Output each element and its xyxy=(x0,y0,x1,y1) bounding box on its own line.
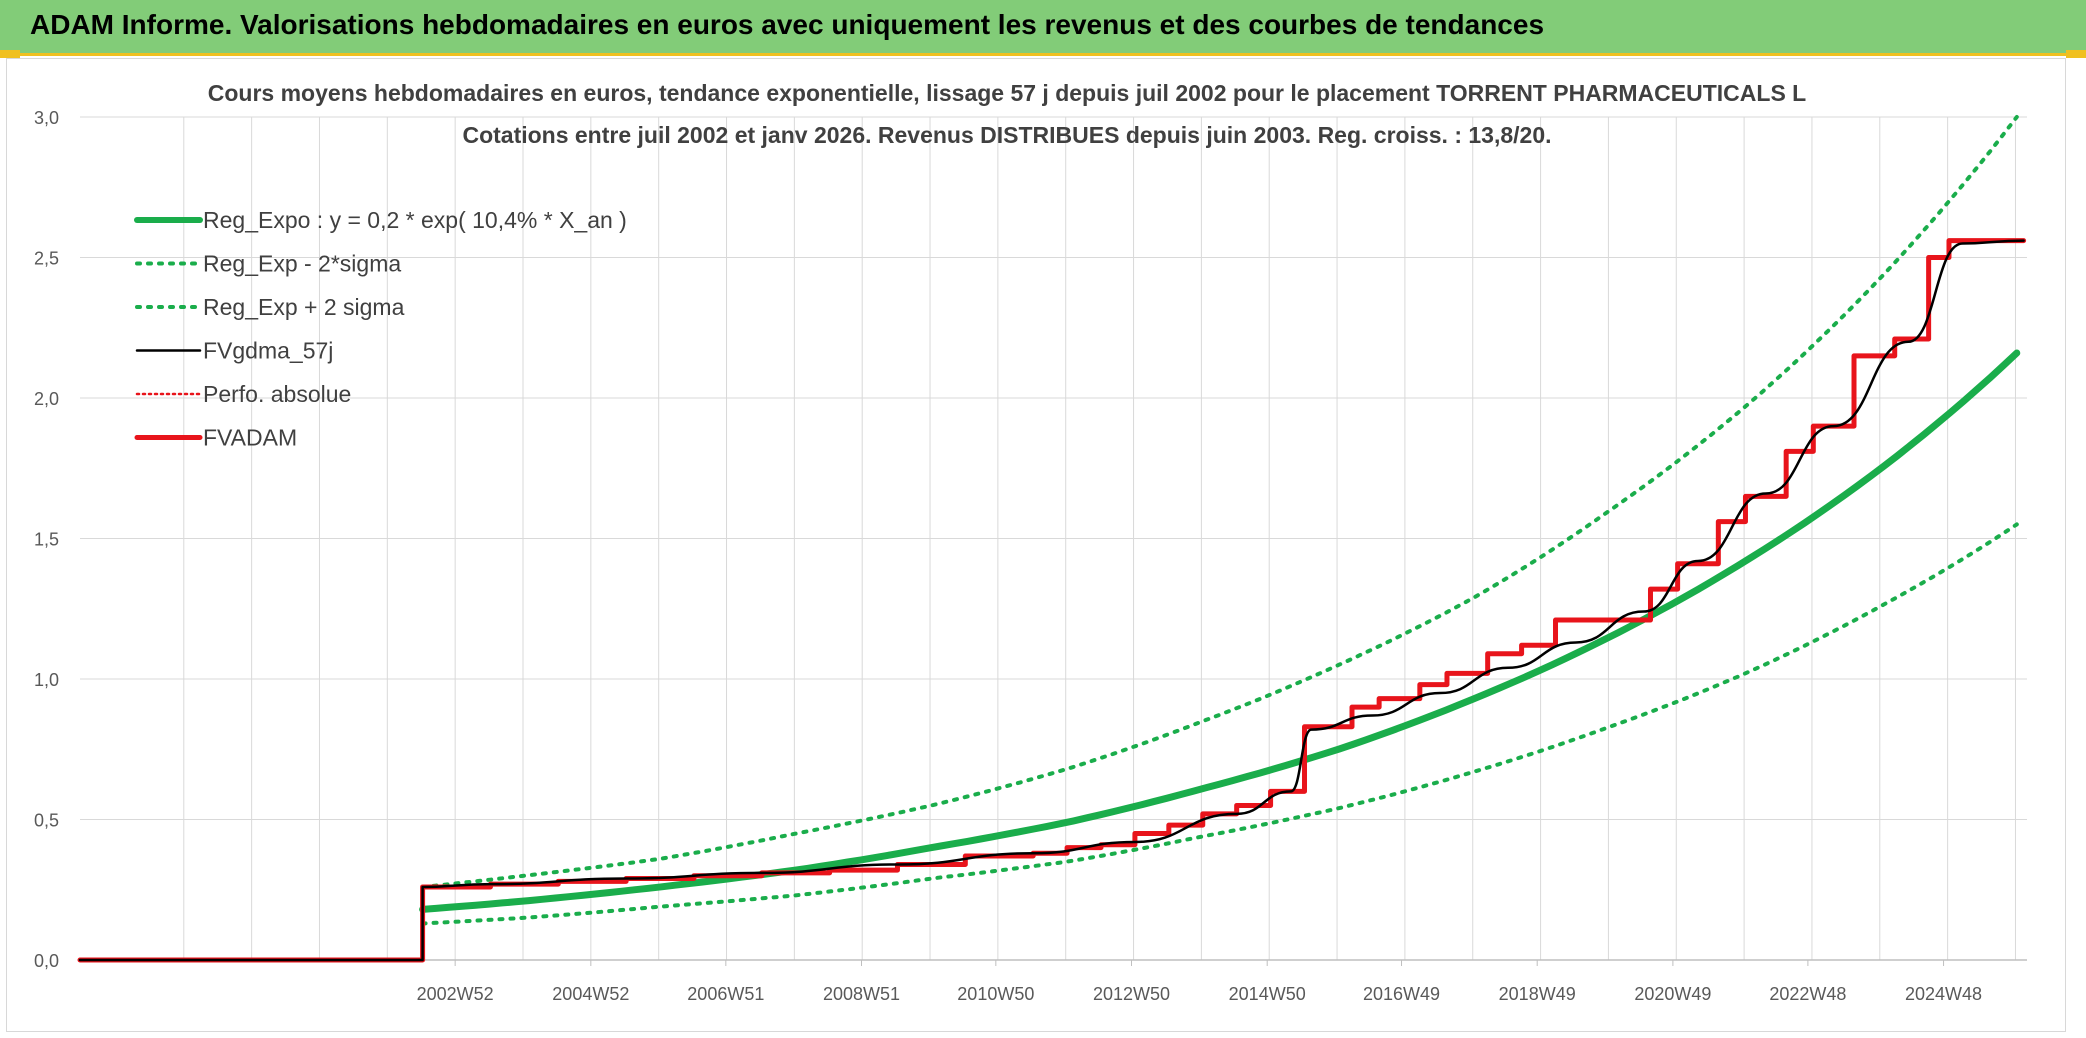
x-tick-label: 2016W49 xyxy=(1363,984,1440,1004)
x-axis: 2002W52 2004W52 2006W51 2008W51 2010W50 2012W… xyxy=(80,959,2027,1004)
chart-subtitle: Cotations entre juil 2002 et janv 2026. … xyxy=(462,122,1551,148)
x-tick-label: 2004W52 xyxy=(552,984,629,1004)
x-tick-label: 2010W50 xyxy=(957,984,1034,1004)
x-tick-label: 2002W52 xyxy=(417,984,494,1004)
series-line-dotted xyxy=(420,522,2019,926)
legend-label: FVADAM xyxy=(203,425,297,451)
y-tick-label: 2,0 xyxy=(34,389,59,409)
series-layer xyxy=(77,115,2027,963)
legend-label: FVgdma_57j xyxy=(203,338,333,364)
x-tick-label: 2018W49 xyxy=(1499,984,1576,1004)
page-title: ADAM Informe. Valorisations hebdomadaire… xyxy=(30,9,1545,40)
chart: 0,0 0,5 1,0 1,5 2,0 2,5 3,0 2002W52 2004W52 2006… xyxy=(34,80,2027,1004)
grid xyxy=(80,116,2027,961)
x-tick-label: 2008W51 xyxy=(823,984,900,1004)
series-line-thick xyxy=(419,349,2021,913)
y-tick-label: 2,5 xyxy=(34,249,59,269)
x-tick-label: 2012W50 xyxy=(1093,984,1170,1004)
x-tick-label: 2006W51 xyxy=(687,984,764,1004)
y-axis: 0,0 0,5 1,0 1,5 2,0 2,5 3,0 xyxy=(34,108,59,971)
legend: Reg_Expo : y = 0,2 * exp( 10,4% * X_an )… xyxy=(134,207,627,451)
x-tick-label: 2020W49 xyxy=(1634,984,1711,1004)
x-tick-label: 2024W48 xyxy=(1905,984,1982,1004)
chart-title: Cours moyens hebdomadaires en euros, ten… xyxy=(208,80,1806,106)
y-tick-label: 1,0 xyxy=(34,670,59,690)
x-tick-label: 2022W48 xyxy=(1769,984,1846,1004)
y-tick-label: 3,0 xyxy=(34,108,59,128)
legend-label: Reg_Exp + 2 sigma xyxy=(203,294,405,320)
y-tick-label: 1,5 xyxy=(34,530,59,550)
legend-label: Perfo. absolue xyxy=(203,381,351,407)
header-bar: ADAM Informe. Valorisations hebdomadaire… xyxy=(0,0,2086,56)
legend-label: Reg_Expo : y = 0,2 * exp( 10,4% * X_an ) xyxy=(203,207,627,233)
series-line-thin xyxy=(78,239,2025,962)
chart-frame: 0,0 0,5 1,0 1,5 2,0 2,5 3,0 2002W52 2004W52 2006… xyxy=(6,58,2066,1032)
y-tick-label: 0,0 xyxy=(34,951,59,971)
legend-label: Reg_Exp - 2*sigma xyxy=(203,251,401,277)
x-tick-label: 2014W50 xyxy=(1229,984,1306,1004)
y-tick-label: 0,5 xyxy=(34,811,59,831)
corner-accent-right xyxy=(2066,50,2086,58)
corner-accent-left xyxy=(0,50,20,58)
series-line-dotted xyxy=(420,115,2019,889)
